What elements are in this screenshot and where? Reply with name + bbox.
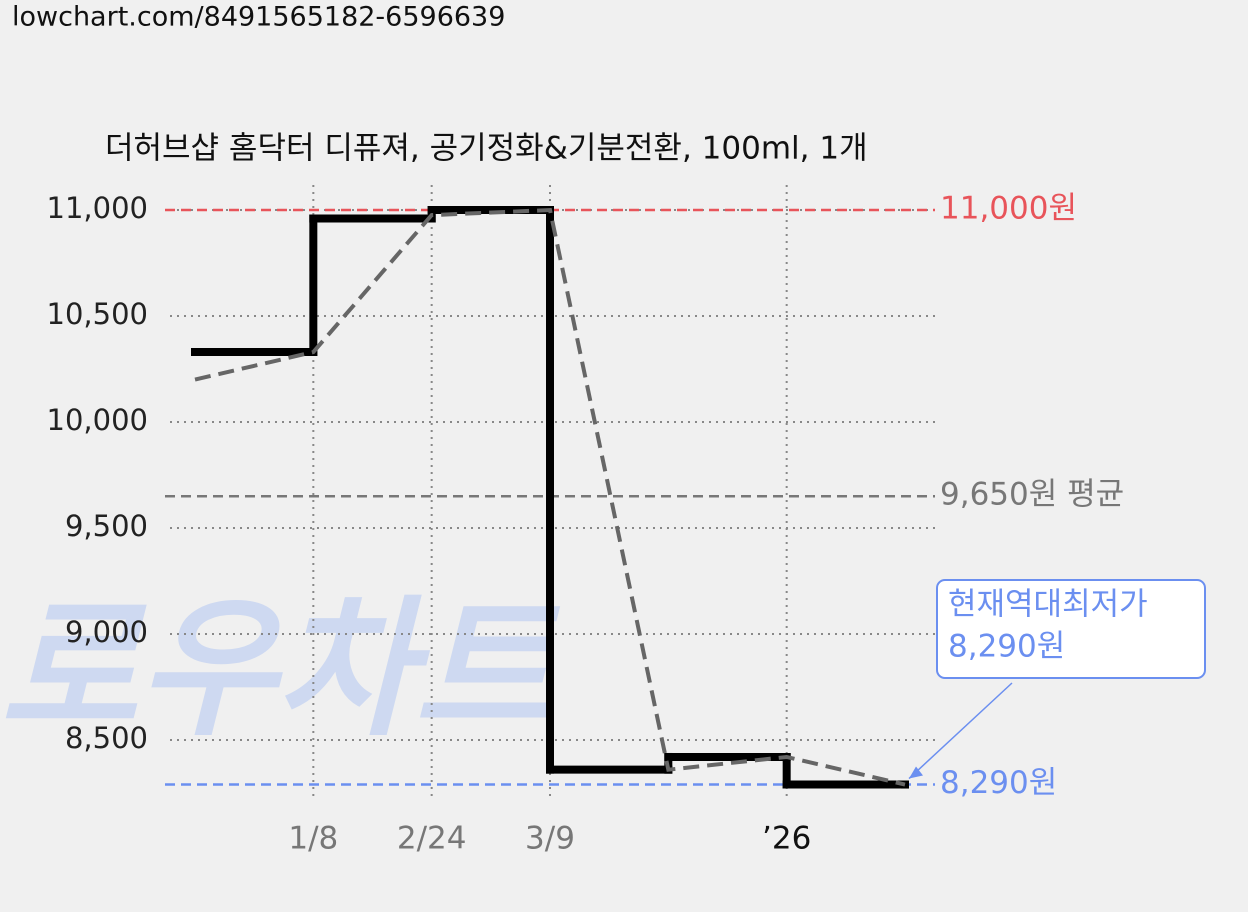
y-tick-label: 11,000	[47, 191, 148, 225]
x-tick-label: ’26	[762, 821, 811, 857]
reference-label: 9,650원 평균	[940, 477, 1124, 513]
chart-title: 더허브샵 홈닥터 디퓨져, 공기정화&기분전환, 100ml, 1개	[105, 131, 868, 167]
y-tick-label: 10,500	[47, 297, 148, 331]
y-tick-label: 9,500	[65, 509, 148, 543]
annotation-text: 8,290원	[948, 629, 1065, 665]
watermark: 로우차트	[0, 583, 561, 757]
y-tick-label: 8,500	[65, 721, 148, 755]
y-tick-label: 10,000	[47, 403, 148, 437]
x-tick-label: 2/24	[397, 821, 467, 857]
annotation-text: 현재역대최저가	[948, 587, 1148, 623]
reference-label: 11,000원	[940, 191, 1077, 227]
dashed-line	[194, 207, 906, 787]
annotation-arrow	[908, 682, 1013, 780]
annotation-arrowhead	[909, 766, 923, 779]
y-tick-label: 9,000	[65, 615, 148, 649]
annotation-box	[936, 579, 1206, 679]
x-tick-label: 1/8	[288, 821, 338, 857]
url: lowchart.com/8491565182-6596639	[12, 2, 505, 33]
reference-label: 8,290원	[940, 765, 1057, 801]
x-tick-label: 3/9	[525, 821, 575, 857]
